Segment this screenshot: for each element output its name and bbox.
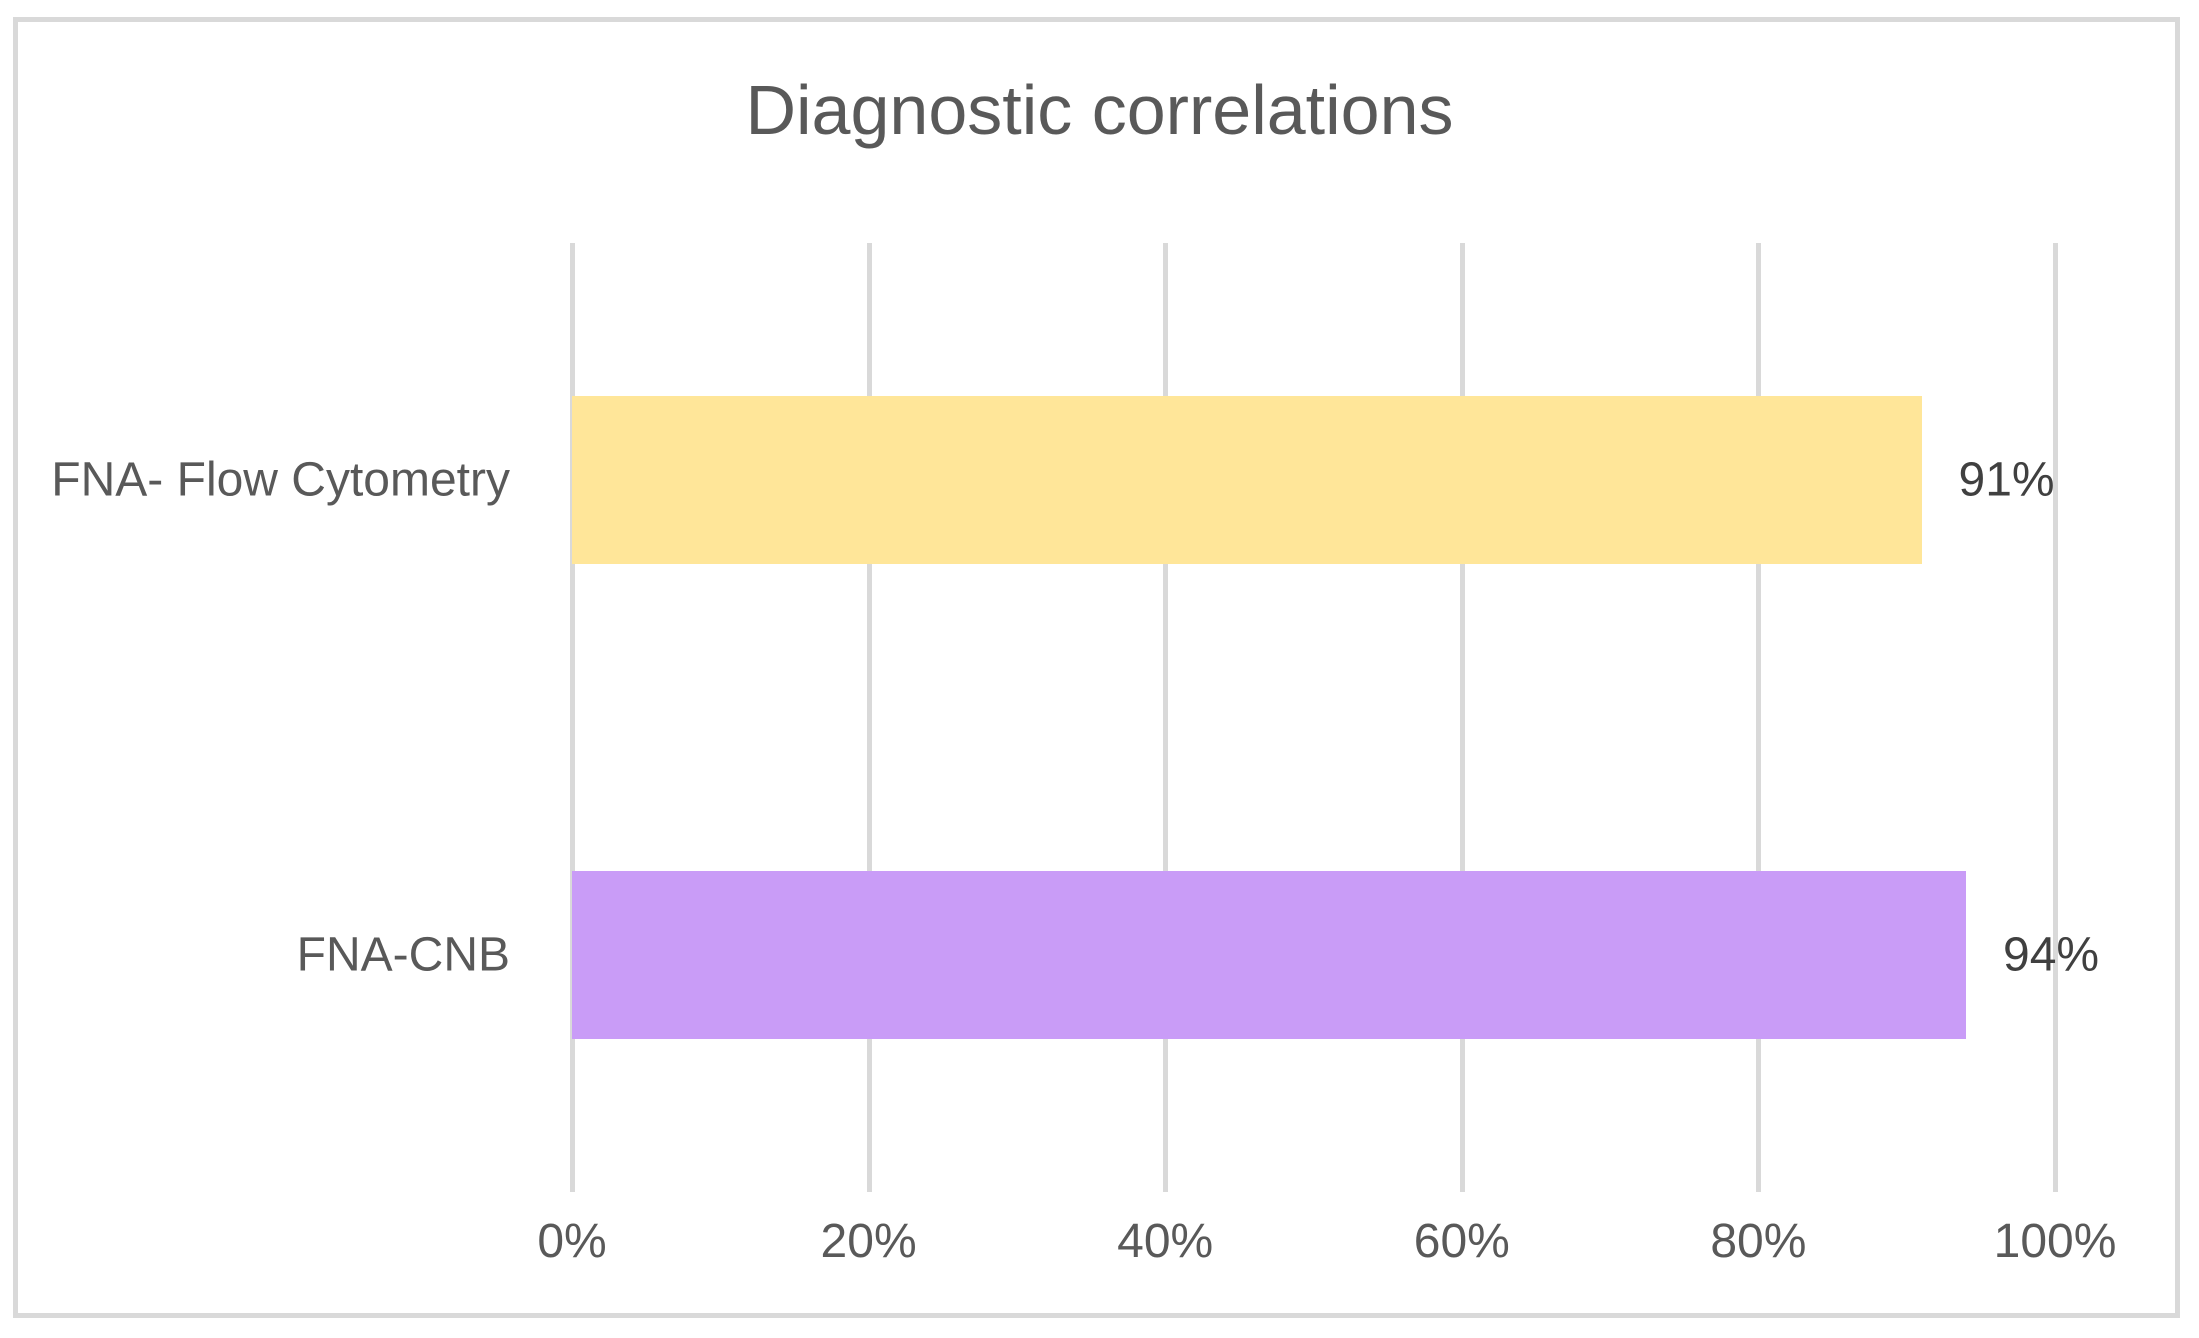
plot-area: FNA- Flow Cytometry 91% FNA-CNB 94% [51, 243, 2099, 1193]
x-tick-label-40: 40% [1117, 1215, 1214, 1268]
bar-fna-cnb [572, 870, 1967, 1039]
gridline-60 [1459, 243, 1465, 1192]
x-tick-label-100: 100% [1993, 1215, 2117, 1268]
bar-fna-flow-cytometry [572, 396, 1922, 565]
x-tick-label-80: 80% [1710, 1215, 1807, 1268]
chart-frame [13, 17, 2180, 1318]
gridline-0 [570, 243, 575, 1192]
category-label-fna-cnb: FNA-CNB [296, 928, 510, 982]
bar-row-fna-cnb: FNA-CNB 94% [297, 718, 2099, 1193]
value-label-fna-cnb: 94% [2003, 928, 2100, 982]
x-tick-label-60: 60% [1413, 1215, 1510, 1268]
x-tick-label-0: 0% [537, 1215, 607, 1268]
value-label-fna-flow-cytometry: 91% [1958, 453, 2055, 507]
bar-row-fna-flow-cytometry: FNA- Flow Cytometry 91% [51, 243, 2055, 718]
category-label-fna-flow-cytometry: FNA- Flow Cytometry [51, 453, 510, 507]
chart-title: Diagnostic correlations [745, 71, 1454, 149]
x-axis: 0% 20% 40% 60% 80% 100% [537, 1192, 2116, 1302]
gridline-80 [1756, 243, 1762, 1192]
gridline-20 [866, 243, 872, 1192]
x-tick-label-20: 20% [820, 1215, 917, 1268]
gridline-40 [1163, 243, 1169, 1192]
gridline-100 [2053, 243, 2058, 1192]
